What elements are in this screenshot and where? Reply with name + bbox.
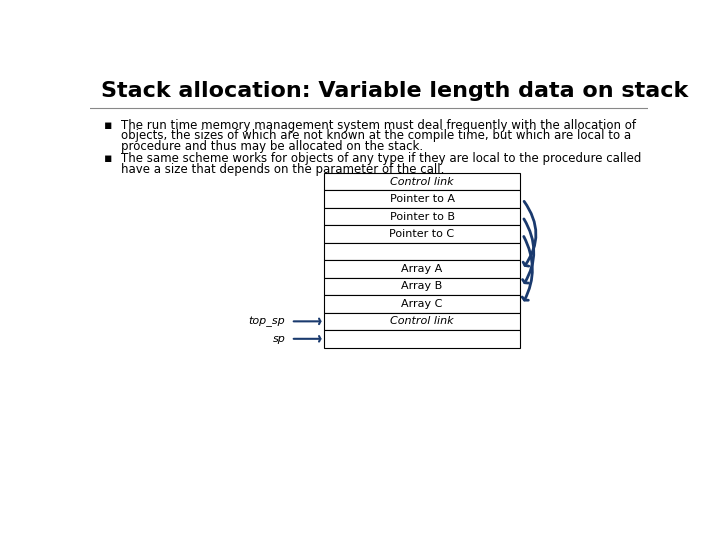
Text: Pointer to C: Pointer to C <box>390 229 454 239</box>
Text: Array A: Array A <box>401 264 443 274</box>
Text: sp: sp <box>272 334 285 344</box>
Bar <box>324 191 520 208</box>
Text: Pointer to B: Pointer to B <box>390 212 454 221</box>
Bar <box>324 173 520 191</box>
Text: The same scheme works for objects of any type if they are local to the procedure: The same scheme works for objects of any… <box>121 152 641 165</box>
Bar <box>324 295 520 313</box>
Text: Array B: Array B <box>401 281 443 292</box>
Text: Control link: Control link <box>390 316 454 326</box>
Text: Unit – 6 : Run Time Memory Management    18    Darshan Institute of Engineering : Unit – 6 : Run Time Memory Management 18… <box>77 516 643 529</box>
Text: The run time memory management system must deal frequently with the allocation o: The run time memory management system mu… <box>121 119 636 132</box>
Text: procedure and thus may be allocated on the stack.: procedure and thus may be allocated on t… <box>121 140 423 153</box>
Bar <box>324 260 520 278</box>
Bar <box>324 278 520 295</box>
Text: Pointer to A: Pointer to A <box>390 194 454 204</box>
Text: Array C: Array C <box>401 299 443 309</box>
Text: Control link: Control link <box>390 177 454 187</box>
Text: objects, the sizes of which are not known at the compile time, but which are loc: objects, the sizes of which are not know… <box>121 129 631 142</box>
Text: Stack allocation: Variable length data on stack: Stack allocation: Variable length data o… <box>101 82 688 102</box>
Text: have a size that depends on the parameter of the call.: have a size that depends on the paramete… <box>121 163 444 176</box>
Bar <box>324 243 520 260</box>
Bar <box>324 208 520 225</box>
Bar <box>324 313 520 330</box>
Text: top_sp: top_sp <box>248 316 285 327</box>
Bar <box>324 225 520 243</box>
Text: ▪: ▪ <box>104 119 112 132</box>
Bar <box>324 330 520 348</box>
Text: ▪: ▪ <box>104 152 112 165</box>
